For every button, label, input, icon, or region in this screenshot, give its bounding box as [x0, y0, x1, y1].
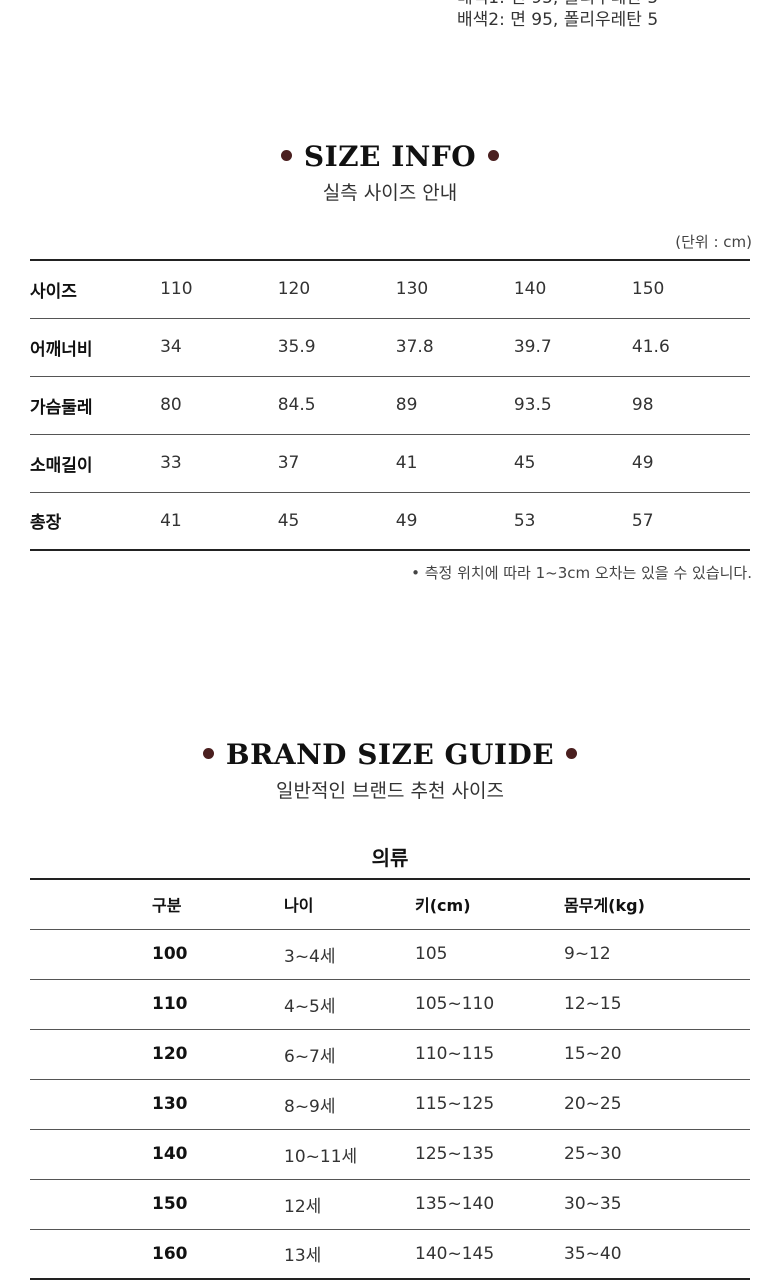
table-cell: 35~40 — [564, 1228, 750, 1279]
table-row: 160 13세 140~145 35~40 — [30, 1228, 750, 1279]
table-cell: 39.7 — [513, 317, 632, 376]
brand-size-table: 구분 나이 키(cm) 몸무게(kg) 100 3~4세 105 9~12 110 4~5세 105… — [30, 878, 750, 1280]
table-cell: 10~11세 — [284, 1128, 415, 1179]
table-row: 150 12세 135~140 30~35 — [30, 1178, 750, 1229]
measurement-note: • 측정 위치에 따라 1~3cm 오차는 있을 수 있습니다. — [411, 564, 752, 582]
table-row: 소매길이 33 37 41 45 49 — [30, 433, 750, 492]
table-cell: 140 — [30, 1128, 284, 1179]
unit-label: (단위 : cm) — [675, 233, 752, 251]
brand-guide-title: BRAND SIZE GUIDE — [0, 738, 780, 771]
table-cell: 45 — [277, 491, 396, 550]
table-row: 140 10~11세 125~135 25~30 — [30, 1128, 750, 1179]
table-cell: 115~125 — [415, 1078, 564, 1129]
table-cell: 100 — [30, 928, 284, 979]
column-header: 구분 — [152, 896, 182, 916]
material-line-1: 배색1: 면 95, 폴리우레탄 5 — [457, 0, 658, 9]
table-row: 110 4~5세 105~110 12~15 — [30, 978, 750, 1029]
column-header: 키(cm) — [415, 896, 471, 916]
table-row: 100 3~4세 105 9~12 — [30, 928, 750, 979]
table-row: 사이즈 110 120 130 140 150 — [30, 260, 750, 318]
table-cell: 15~20 — [564, 1028, 750, 1079]
row-label: 어깨너비 — [30, 317, 161, 376]
category-label: 의류 — [371, 846, 409, 870]
table-row: 어깨너비 34 35.9 37.8 39.7 41.6 — [30, 317, 750, 376]
table-cell: 110 — [160, 279, 193, 300]
table-cell: 140~145 — [415, 1228, 564, 1279]
table-cell: 150 — [631, 279, 665, 300]
table-cell: 45 — [513, 433, 632, 492]
row-label: 총장 — [30, 491, 161, 550]
size-info-subtitle: 실측 사이즈 안내 — [322, 182, 458, 204]
table-cell: 41 — [395, 433, 514, 492]
table-cell: 125~135 — [415, 1128, 564, 1179]
table-cell: 8~9세 — [284, 1078, 415, 1129]
table-row: 총장 41 45 49 53 57 — [30, 491, 750, 550]
material-line-2: 배색2: 면 95, 폴리우레탄 5 — [457, 10, 659, 30]
bullet-dot-icon — [202, 748, 214, 759]
table-cell: 41.6 — [631, 317, 750, 376]
table-cell: 4~5세 — [284, 978, 415, 1029]
bullet-dot-icon — [566, 748, 578, 759]
table-cell: 84.5 — [277, 375, 396, 434]
table-cell: 140 — [513, 279, 547, 300]
table-row: 가슴둘레 80 84.5 89 93.5 98 — [30, 375, 750, 434]
table-cell: 34 — [160, 317, 278, 376]
brand-guide-title-text: BRAND SIZE GUIDE — [225, 738, 555, 771]
table-cell: 160 — [30, 1228, 284, 1279]
table-cell: 9~12 — [564, 928, 750, 979]
table-cell: 49 — [395, 491, 514, 550]
table-cell: 49 — [631, 433, 750, 492]
bullet-dot-icon — [488, 150, 500, 161]
row-label: 소매길이 — [30, 433, 161, 492]
table-cell: 20~25 — [564, 1078, 750, 1129]
size-info-table: 사이즈 110 120 130 140 150 어깨너비 34 35.9 37.8 39.7 41.6… — [30, 259, 750, 551]
table-row: 120 6~7세 110~115 15~20 — [30, 1028, 750, 1079]
table-cell: 89 — [395, 375, 514, 434]
table-cell: 6~7세 — [284, 1028, 415, 1079]
table-cell: 12세 — [284, 1178, 415, 1229]
size-info-title-text: SIZE INFO — [303, 140, 477, 173]
column-header: 몸무게(kg) — [564, 896, 645, 916]
table-cell: 130 — [30, 1078, 284, 1129]
size-info-title: SIZE INFO — [0, 140, 780, 173]
table-cell: 105 — [415, 928, 564, 979]
table-cell: 80 — [160, 375, 278, 434]
table-cell: 25~30 — [564, 1128, 750, 1179]
row-label: 사이즈 — [30, 281, 77, 302]
table-cell: 120 — [277, 279, 311, 300]
table-cell: 35.9 — [277, 317, 396, 376]
brand-guide-subtitle: 일반적인 브랜드 추천 사이즈 — [276, 780, 504, 802]
table-cell: 98 — [631, 375, 750, 434]
bullet-dot-icon — [280, 150, 292, 161]
table-cell: 150 — [30, 1178, 284, 1229]
table-cell: 30~35 — [564, 1178, 750, 1229]
table-cell: 130 — [395, 279, 429, 300]
table-cell: 3~4세 — [284, 928, 415, 979]
table-cell: 110 — [30, 978, 284, 1029]
table-cell: 105~110 — [415, 978, 564, 1029]
row-label: 가슴둘레 — [30, 375, 161, 434]
table-row: 130 8~9세 115~125 20~25 — [30, 1078, 750, 1129]
table-cell: 37 — [277, 433, 396, 492]
table-cell: 12~15 — [564, 978, 750, 1029]
table-cell: 53 — [513, 491, 632, 550]
table-cell: 93.5 — [513, 375, 632, 434]
table-cell: 13세 — [284, 1228, 415, 1279]
table-cell: 110~115 — [415, 1028, 564, 1079]
table-cell: 57 — [631, 491, 750, 550]
table-header-row: 구분 나이 키(cm) 몸무게(kg) — [30, 879, 750, 929]
table-cell: 41 — [160, 491, 278, 550]
table-cell: 135~140 — [415, 1178, 564, 1229]
table-cell: 37.8 — [395, 317, 514, 376]
table-cell: 33 — [160, 433, 278, 492]
table-cell: 120 — [30, 1028, 284, 1079]
column-header: 나이 — [284, 896, 314, 916]
